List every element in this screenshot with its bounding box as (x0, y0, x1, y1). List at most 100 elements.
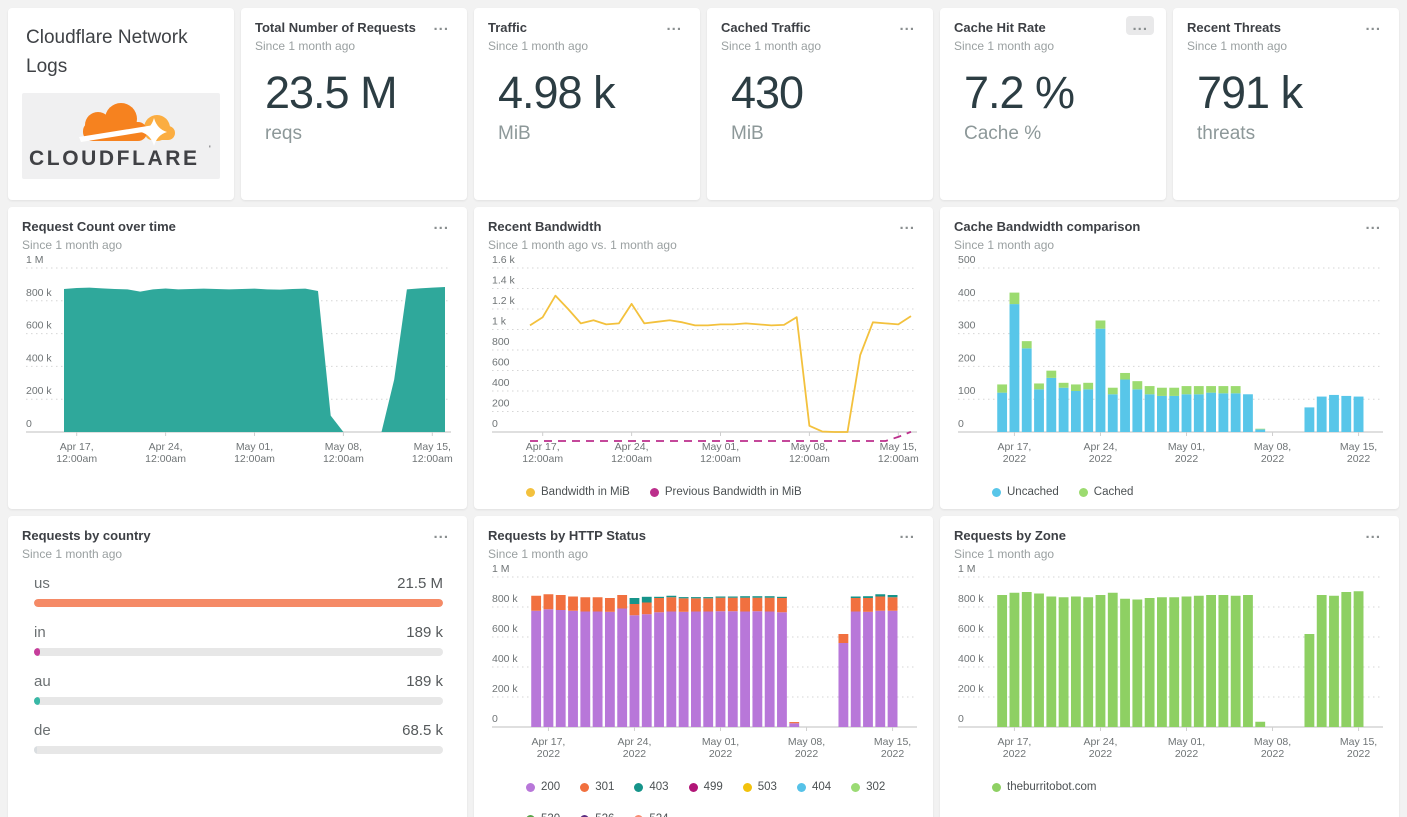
svg-text:May 08,: May 08, (1254, 736, 1291, 748)
panel-recent-bandwidth: Recent Bandwidth Since 1 month ago vs. 1… (474, 207, 933, 509)
stat-unit: threats (1197, 122, 1256, 144)
panel-menu-icon[interactable]: ... (893, 16, 921, 35)
legend-item[interactable]: 499 (688, 781, 723, 793)
legend-item[interactable]: Uncached (992, 486, 1059, 498)
panel-menu-icon[interactable]: ... (1126, 16, 1154, 35)
legend-item[interactable]: 503 (742, 781, 777, 793)
panel-menu-icon[interactable]: ... (893, 524, 921, 543)
dashboard-title: Cloudflare Network Logs (26, 27, 188, 77)
country-bar-track[interactable] (34, 648, 443, 657)
legend-label: 302 (866, 781, 886, 794)
panel-title: Requests by country (22, 528, 151, 543)
svg-text:2022: 2022 (1089, 453, 1113, 465)
panel-subtitle: Since 1 month ago (488, 39, 589, 54)
svg-text:400 k: 400 k (958, 653, 984, 665)
panel-subtitle: Since 1 month ago (22, 238, 123, 253)
legend-label: Uncached (1007, 486, 1059, 499)
svg-text:200 k: 200 k (26, 385, 52, 397)
legend-item[interactable]: 404 (796, 781, 831, 793)
svg-text:2022: 2022 (795, 748, 819, 760)
svg-text:May 08,: May 08, (325, 441, 362, 453)
svg-text:100: 100 (958, 385, 976, 397)
svg-text:2022: 2022 (1347, 453, 1371, 465)
legend-item[interactable]: 403 (634, 781, 669, 793)
svg-text:Apr 17,: Apr 17, (526, 441, 560, 453)
svg-text:12:00am: 12:00am (522, 453, 563, 465)
svg-text:200: 200 (958, 353, 976, 365)
svg-text:1.4 k: 1.4 k (492, 275, 516, 287)
svg-text:Apr 24,: Apr 24, (1084, 736, 1118, 748)
legend-dot-icon (796, 782, 806, 792)
svg-text:600 k: 600 k (492, 623, 518, 635)
svg-text:May 01,: May 01, (1168, 441, 1205, 453)
svg-text:12:00am: 12:00am (234, 453, 275, 465)
svg-text:400: 400 (958, 287, 976, 299)
legend-item[interactable]: Previous Bandwidth in MiB (649, 486, 802, 498)
legend-item[interactable]: 526 (580, 813, 614, 817)
country-bar-track[interactable] (34, 746, 443, 755)
panel-menu-icon[interactable]: ... (427, 524, 455, 543)
legend-dot-icon (742, 782, 752, 792)
zone-bar-chart[interactable]: 1 M 800 k 600 k 400 k 200 k 0 Apr 17, 2022 Apr 2… (954, 561, 1385, 771)
svg-text:400 k: 400 k (26, 353, 52, 365)
request-count-area-chart[interactable]: 1 M 800 k 600 k 400 k 200 k 0 Apr 17, 12:00am Ap… (22, 252, 453, 476)
panel-traffic: Traffic Since 1 month ago ... 4.98 k MiB (474, 8, 700, 200)
stat-value: 23.5 M (265, 67, 398, 119)
legend-item[interactable]: 302 (851, 781, 885, 793)
panel-dashboard-header: Cloudflare Network Logs CLOUDFLARE ' (8, 8, 234, 200)
country-bar-list: us 21.5 M in 189 k au 189 k de 68.5 k (22, 561, 453, 755)
legend-dot-icon (580, 782, 590, 792)
svg-text:2022: 2022 (623, 748, 647, 760)
legend-dot-icon (526, 814, 535, 817)
panel-menu-icon[interactable]: ... (427, 16, 455, 35)
svg-text:2022: 2022 (537, 748, 561, 760)
svg-text:Apr 24,: Apr 24, (149, 441, 183, 453)
legend-item[interactable]: 530 (526, 813, 560, 817)
legend-dot-icon (851, 782, 861, 792)
legend-item[interactable]: theburritobot.com (992, 781, 1097, 793)
http-status-bar-chart[interactable]: 1 M 800 k 600 k 400 k 200 k 0 Apr 17, 2022 Apr 2… (488, 561, 919, 771)
country-label: de (34, 722, 51, 740)
country-bar-track[interactable] (34, 599, 443, 608)
legend-label: 530 (541, 813, 560, 817)
stat-value: 430 (731, 67, 804, 119)
svg-text:600: 600 (492, 357, 510, 369)
svg-text:800: 800 (492, 336, 510, 348)
svg-text:1 M: 1 M (26, 254, 44, 266)
panel-menu-icon[interactable]: ... (1359, 215, 1387, 234)
legend-dot-icon (526, 487, 535, 497)
panel-subtitle: Since 1 month ago (954, 39, 1055, 54)
country-value: 189 k (406, 673, 443, 691)
svg-text:200: 200 (492, 398, 510, 410)
stat-value: 791 k (1197, 67, 1303, 119)
panel-menu-icon[interactable]: ... (1359, 524, 1387, 543)
legend-dot-icon (526, 782, 535, 792)
svg-text:1.6 k: 1.6 k (492, 254, 516, 266)
legend-item[interactable]: Cached (1078, 486, 1133, 498)
svg-text:1.2 k: 1.2 k (492, 295, 516, 307)
svg-text:12:00am: 12:00am (412, 453, 453, 465)
panel-menu-icon[interactable]: ... (427, 215, 455, 234)
panel-menu-icon[interactable]: ... (660, 16, 688, 35)
legend-dot-icon (992, 487, 1001, 497)
svg-text:300: 300 (958, 320, 976, 332)
cache-bandwidth-bar-chart[interactable]: 500 400 300 200 100 0 Apr 17, 2022 Apr 24, 2022 Ma… (954, 252, 1385, 476)
legend-item[interactable]: 301 (580, 781, 614, 793)
country-bar-fill (34, 648, 40, 657)
svg-text:0: 0 (958, 418, 964, 430)
legend-dot-icon (580, 814, 590, 817)
svg-text:Apr 24,: Apr 24, (1084, 441, 1118, 453)
panel-title: Recent Threats (1187, 20, 1281, 35)
legend-item[interactable]: 200 (526, 781, 560, 793)
svg-text:May 08,: May 08, (1254, 441, 1291, 453)
country-bar-track[interactable] (34, 697, 443, 706)
panel-subtitle: Since 1 month ago (255, 39, 356, 54)
panel-subtitle: Since 1 month ago vs. 1 month ago (488, 238, 677, 253)
legend-item[interactable]: 524 (634, 813, 669, 817)
panel-menu-icon[interactable]: ... (1359, 16, 1387, 35)
legend-item[interactable]: Bandwidth in MiB (526, 486, 630, 498)
legend-label: theburritobot.com (1007, 781, 1097, 794)
panel-menu-icon[interactable]: ... (893, 215, 921, 234)
